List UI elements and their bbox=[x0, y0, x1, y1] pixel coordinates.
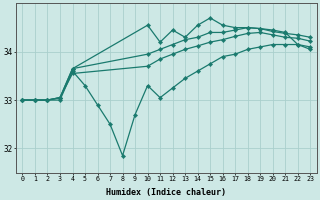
X-axis label: Humidex (Indice chaleur): Humidex (Indice chaleur) bbox=[106, 188, 226, 197]
